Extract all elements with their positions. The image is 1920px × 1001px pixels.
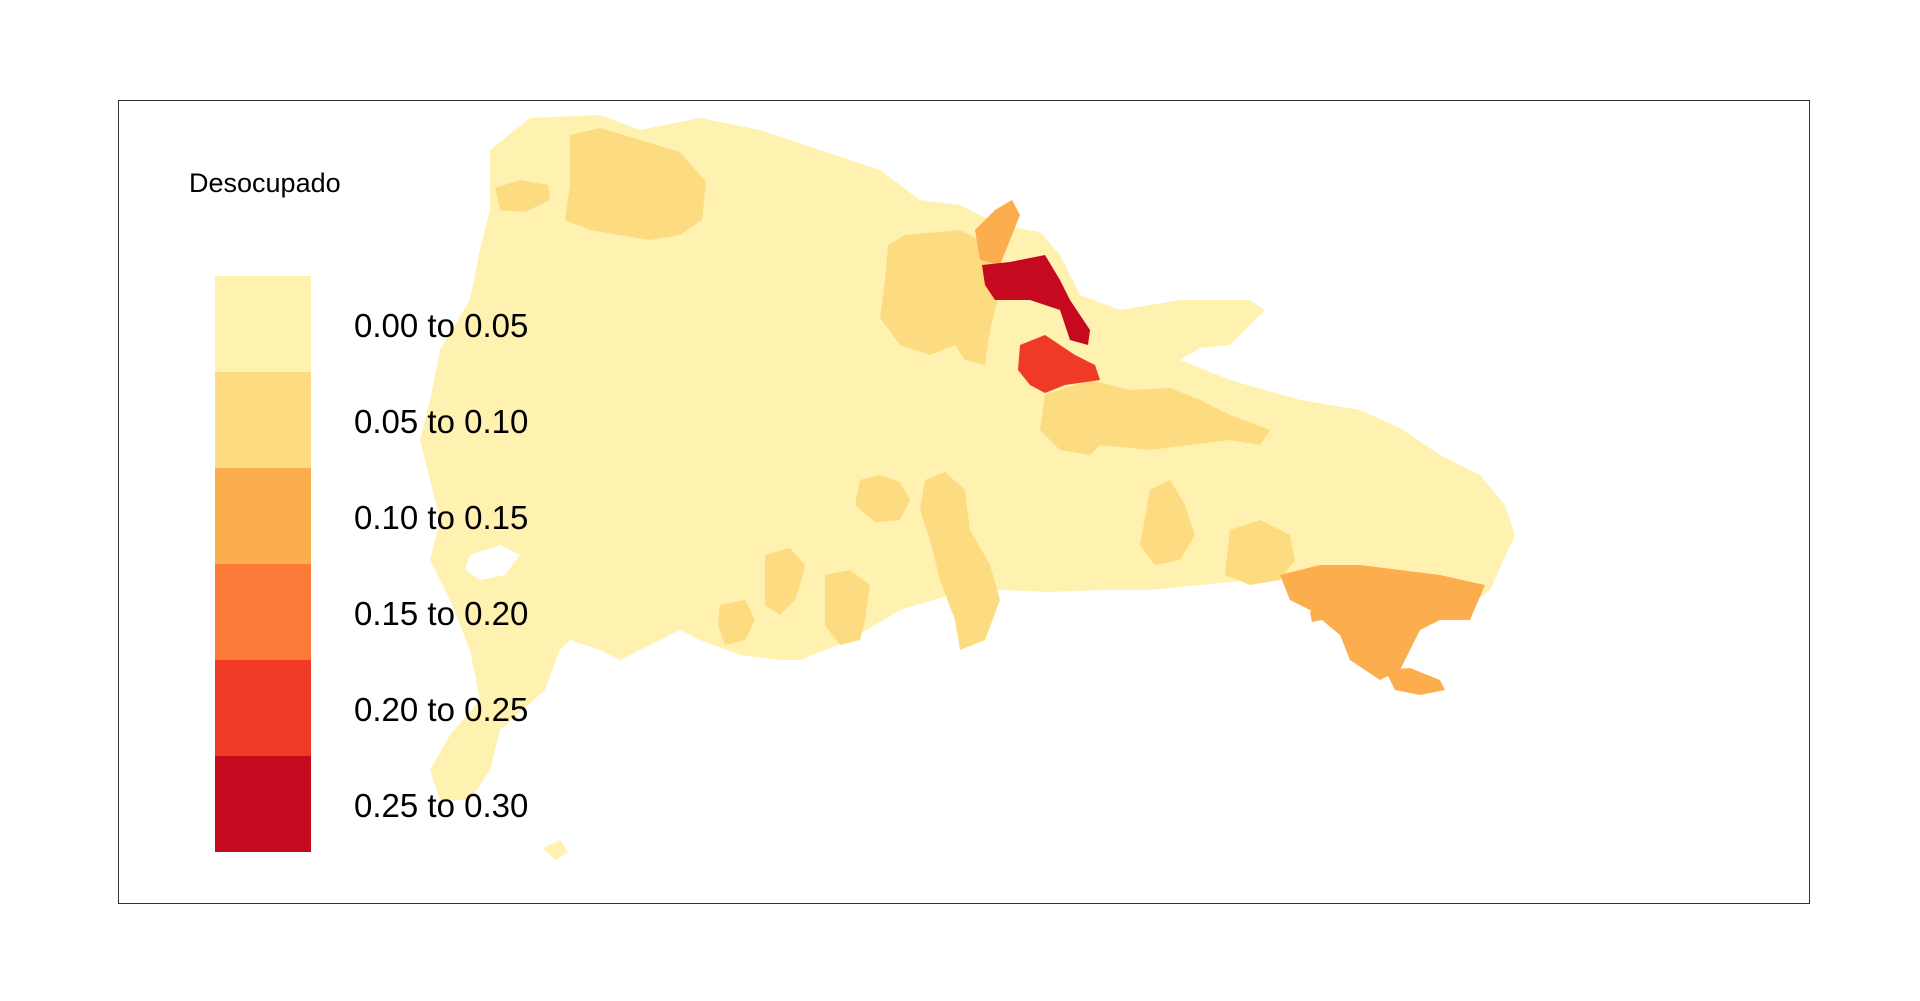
- legend-swatch-5: [215, 756, 311, 852]
- region-south-east-b: [1225, 520, 1295, 585]
- region-south-central-a: [855, 475, 910, 522]
- legend-swatch-2: [215, 468, 311, 564]
- region-north-orange: [975, 200, 1020, 265]
- region-northwest-b: [495, 180, 550, 212]
- region-southeast-orange: [1280, 565, 1485, 680]
- legend-swatch-3: [215, 564, 311, 660]
- legend-label-2: 0.10 to 0.15: [354, 499, 529, 536]
- legend-label-5: 0.25 to 0.30: [354, 787, 529, 824]
- region-south-central-b: [920, 472, 1000, 650]
- lake: [465, 545, 520, 580]
- region-east-central: [1040, 380, 1270, 455]
- legend-label-1: 0.05 to 0.10: [354, 403, 529, 440]
- region-darkred-north: [982, 255, 1090, 345]
- region-red-central: [1018, 335, 1100, 393]
- region-base-south-islet: [543, 840, 568, 860]
- legend-swatch-1: [215, 372, 311, 468]
- region-southwest-b: [718, 600, 755, 645]
- region-north-central: [880, 230, 1000, 365]
- region-base: [420, 115, 1515, 800]
- region-southeast-islet-b: [1310, 608, 1322, 622]
- region-northwest-a: [565, 128, 706, 240]
- region-southeast-islet: [1385, 668, 1445, 695]
- legend-label-0: 0.00 to 0.05: [354, 307, 529, 344]
- legend-swatch-0: [215, 276, 311, 372]
- legend-swatch-4: [215, 660, 311, 756]
- legend-label-4: 0.20 to 0.25: [354, 691, 529, 728]
- region-south-east-a: [1140, 480, 1195, 565]
- legend-title: Desocupado: [189, 168, 341, 198]
- region-southwest-a: [765, 548, 805, 615]
- region-south-b: [825, 570, 870, 645]
- legend-label-3: 0.15 to 0.20: [354, 595, 529, 632]
